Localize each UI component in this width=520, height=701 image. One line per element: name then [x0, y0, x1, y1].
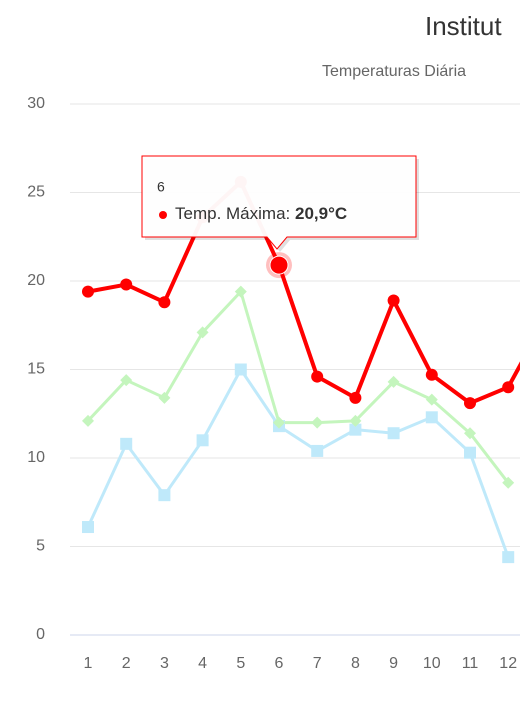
y-tick-label: 30 — [27, 95, 45, 112]
x-tick-label: 4 — [198, 655, 207, 672]
point — [502, 551, 515, 564]
chart-subtitle: Temperaturas Diária — [322, 63, 466, 80]
point — [387, 427, 400, 440]
point — [82, 285, 94, 298]
x-tick-label: 1 — [84, 655, 93, 672]
point — [158, 296, 171, 309]
point — [120, 437, 133, 450]
tooltip-value: 20,9°C — [295, 204, 347, 223]
x-tick-label: 12 — [499, 655, 517, 672]
tooltip-header: 6 — [157, 179, 165, 195]
y-tick-label: 15 — [27, 361, 45, 378]
point — [349, 391, 362, 404]
point — [311, 370, 324, 383]
point — [502, 381, 515, 394]
point — [387, 294, 400, 307]
y-tick-label: 10 — [27, 449, 45, 466]
point — [311, 444, 324, 457]
tooltip-text: Temp. Máxima: 20,9°C — [175, 204, 347, 223]
x-tick-label: 2 — [122, 655, 131, 672]
point — [82, 521, 94, 534]
x-tick-label: 9 — [389, 655, 398, 672]
point — [120, 278, 133, 291]
x-tick-label: 10 — [423, 655, 441, 672]
x-tick-label: 11 — [462, 655, 479, 672]
point — [120, 374, 133, 387]
chart-title: Institut — [425, 11, 502, 41]
x-tick-label: 3 — [160, 655, 169, 672]
point — [425, 393, 438, 406]
point — [464, 397, 476, 410]
point — [273, 416, 285, 429]
x-tick-label: 8 — [351, 655, 360, 672]
tooltip-series-name: Temp. Máxima — [175, 204, 286, 223]
tooltip-separator: : — [286, 204, 295, 223]
tooltip-dot — [159, 211, 167, 219]
x-tick-label: 5 — [236, 655, 245, 672]
point — [464, 446, 476, 459]
point — [158, 391, 171, 404]
y-tick-label: 20 — [27, 272, 45, 289]
y-tick-label: 25 — [27, 184, 45, 201]
point — [311, 416, 324, 429]
y-tick-label: 0 — [36, 626, 45, 643]
point — [196, 434, 209, 447]
y-tick-label: 5 — [36, 538, 45, 555]
point — [387, 375, 400, 388]
point — [234, 363, 247, 376]
x-tick-label: 6 — [275, 655, 284, 672]
point — [158, 489, 171, 502]
x-tick-label: 7 — [313, 655, 322, 672]
point — [349, 423, 362, 436]
point — [349, 414, 362, 427]
series-line — [86, 368, 510, 558]
point — [234, 285, 247, 298]
point — [196, 326, 209, 339]
point — [82, 414, 94, 427]
hover-point — [269, 255, 289, 275]
tooltip-box — [141, 155, 417, 250]
point — [425, 411, 438, 424]
point — [425, 368, 438, 381]
point — [502, 476, 515, 489]
series-line — [86, 290, 510, 484]
point — [464, 427, 476, 440]
